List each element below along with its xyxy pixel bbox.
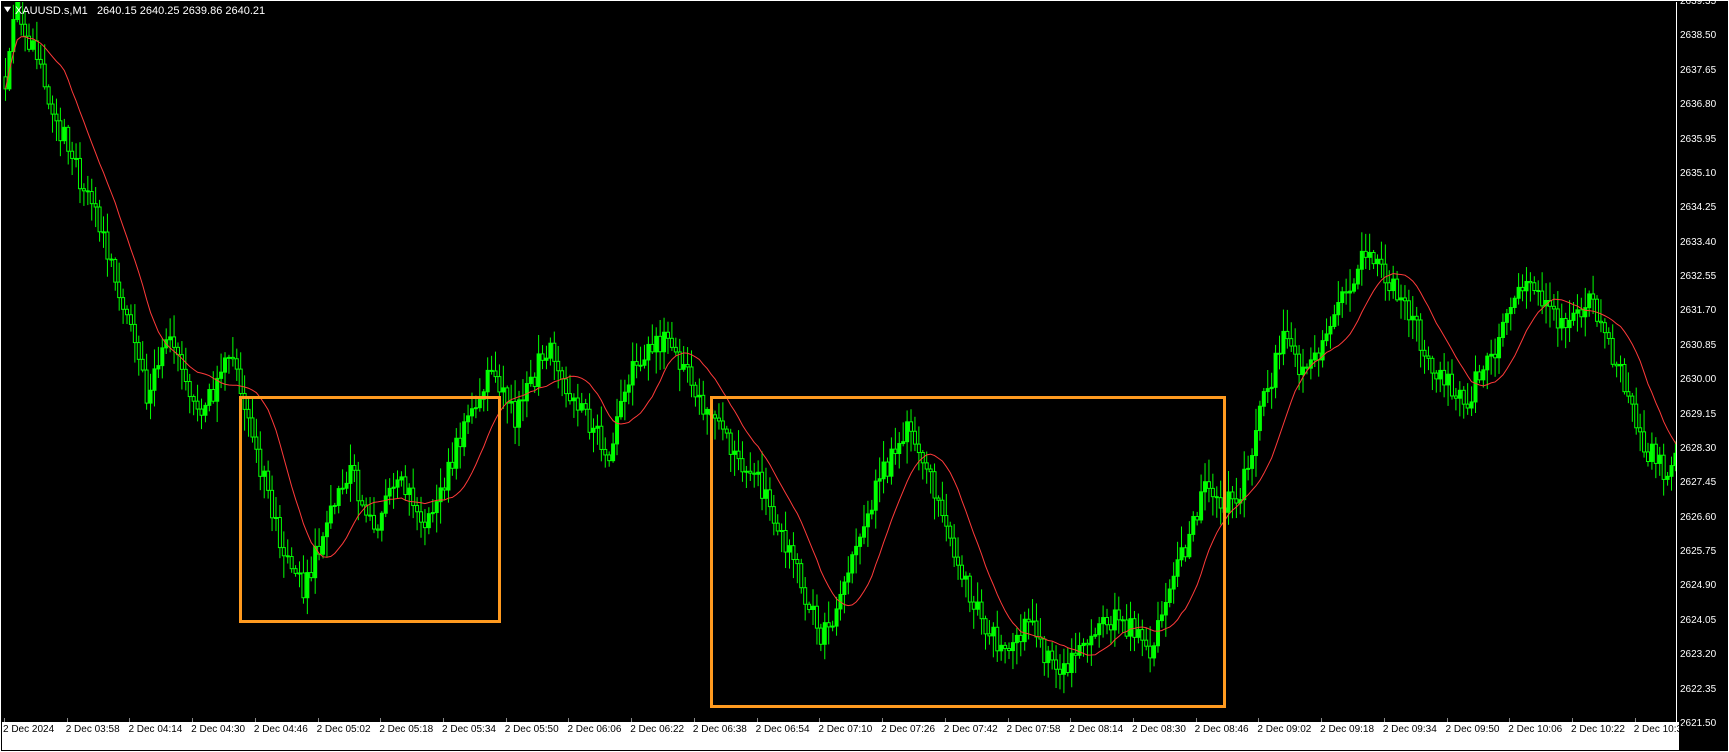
x-tick-label: 2 Dec 04:46 — [254, 724, 308, 735]
y-tick-label: 2636.80 — [1680, 99, 1716, 110]
y-tick-label: 2622.35 — [1680, 684, 1716, 695]
symbol-timeframe: XAUUSD.s,M1 — [15, 5, 88, 17]
y-tick-label: 2637.65 — [1680, 65, 1716, 76]
y-tick-label: 2630.00 — [1680, 374, 1716, 385]
y-tick-label: 2625.75 — [1680, 546, 1716, 557]
y-tick-label: 2635.10 — [1680, 168, 1716, 179]
x-tick-label: 2 Dec 10:06 — [1508, 724, 1562, 735]
x-tick-label: 2 Dec 09:02 — [1257, 724, 1311, 735]
y-tick-label: 2626.60 — [1680, 512, 1716, 523]
x-tick-label: 2 Dec 06:22 — [630, 724, 684, 735]
x-tick-label: 2 Dec 09:18 — [1320, 724, 1374, 735]
y-tick-label: 2638.50 — [1680, 30, 1716, 41]
y-tick-label: 2632.55 — [1680, 271, 1716, 282]
ohlc-values: 2640.15 2640.25 2639.86 2640.21 — [97, 5, 265, 17]
x-tick-label: 2 Dec 09:34 — [1383, 724, 1437, 735]
x-axis: 2 Dec 2024 2 Dec 03:58 2 Dec 04:14 2 Dec 04… — [2, 722, 1679, 750]
x-tick-label: 2 Dec 07:26 — [881, 724, 935, 735]
y-tick-label: 2634.25 — [1680, 202, 1716, 213]
x-tick-label: 2 Dec 07:10 — [818, 724, 872, 735]
x-tick-label: 2 Dec 08:14 — [1069, 724, 1123, 735]
x-tick-label: 2 Dec 08:30 — [1132, 724, 1186, 735]
x-tick-label: 2 Dec 08:46 — [1195, 724, 1249, 735]
chart-window[interactable]: XAUUSD.s,M1 2640.15 2640.25 2639.86 2640… — [0, 0, 1729, 752]
y-tick-label: 2630.85 — [1680, 340, 1716, 351]
y-tick-label: 2631.70 — [1680, 305, 1716, 316]
x-tick-label: 2 Dec 09:50 — [1446, 724, 1500, 735]
y-tick-label: 2633.40 — [1680, 237, 1716, 248]
x-tick-label: 2 Dec 04:30 — [191, 724, 245, 735]
plot-area[interactable] — [2, 2, 1679, 724]
x-tick-label: 2 Dec 07:42 — [944, 724, 998, 735]
y-tick-label: 2624.90 — [1680, 580, 1716, 591]
x-tick-label: 2 Dec 03:58 — [66, 724, 120, 735]
y-tick-label: 2629.15 — [1680, 409, 1716, 420]
chart-title: XAUUSD.s,M1 2640.15 2640.25 2639.86 2640… — [15, 5, 265, 17]
y-tick-label: 2624.05 — [1680, 615, 1716, 626]
y-tick-label: 2635.95 — [1680, 134, 1716, 145]
x-tick-label: 2 Dec 06:06 — [567, 724, 621, 735]
x-tick-label: 2 Dec 05:18 — [379, 724, 433, 735]
y-tick-label: 2628.30 — [1680, 443, 1716, 454]
y-tick-label: 2639.35 — [1680, 0, 1716, 7]
y-tick-label: 2627.45 — [1680, 477, 1716, 488]
x-tick-label: 2 Dec 05:34 — [442, 724, 496, 735]
x-tick-label: 2 Dec 07:58 — [1007, 724, 1061, 735]
y-tick-label: 2623.20 — [1680, 649, 1716, 660]
x-tick-label: 2 Dec 04:14 — [128, 724, 182, 735]
x-tick-label: 2 Dec 06:54 — [756, 724, 810, 735]
box-2[interactable] — [710, 396, 1227, 707]
x-tick-label: 2 Dec 10:22 — [1571, 724, 1625, 735]
x-tick-label: 2 Dec 05:02 — [317, 724, 371, 735]
x-tick-label: 2 Dec 2024 — [3, 724, 54, 735]
x-tick-label: 2 Dec 10:38 — [1634, 724, 1688, 735]
y-axis: 2639.35 2638.50 2637.65 2636.80 2635.95 2635.… — [1676, 2, 1727, 724]
dropdown-icon[interactable] — [3, 5, 12, 14]
x-tick-label: 2 Dec 06:38 — [693, 724, 747, 735]
x-tick-label: 2 Dec 05:50 — [505, 724, 559, 735]
box-1[interactable] — [239, 396, 501, 623]
